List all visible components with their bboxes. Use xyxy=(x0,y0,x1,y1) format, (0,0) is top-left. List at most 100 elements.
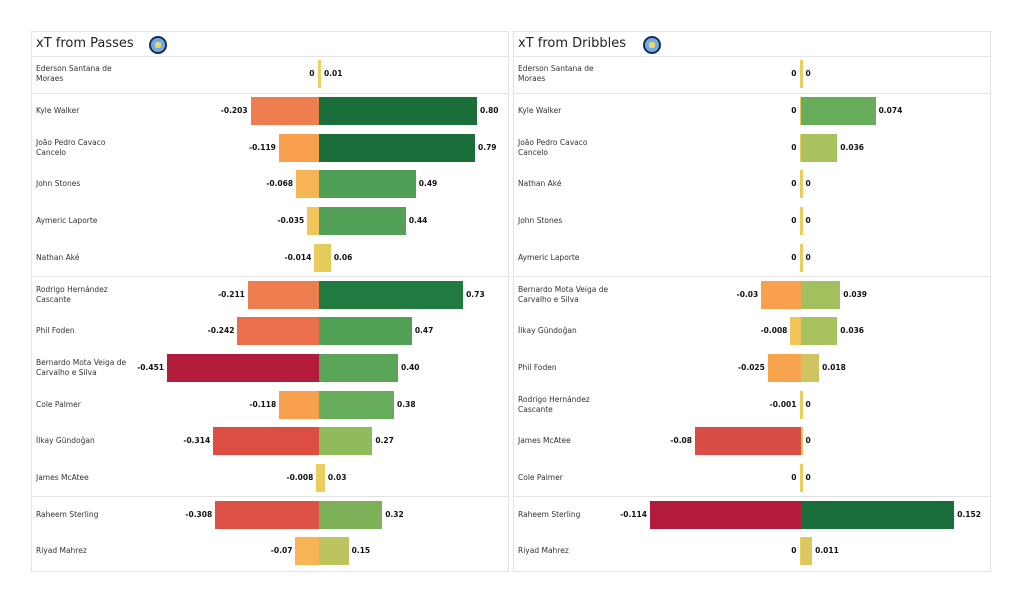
negative-xt-bar xyxy=(278,133,319,162)
negative-value-label: -0.014 xyxy=(284,252,312,262)
positive-xt-bar xyxy=(801,353,820,382)
player-name: Phil Foden xyxy=(518,362,557,372)
negative-value-label: -0.08 xyxy=(670,436,692,446)
positive-xt-bar xyxy=(801,60,803,89)
positive-xt-bar xyxy=(319,243,331,272)
group-divider xyxy=(32,92,508,94)
positive-xt-bar xyxy=(801,243,803,272)
player-name: İlkay Gündoğan xyxy=(36,436,95,446)
player-name: John Stones xyxy=(36,179,81,189)
panel-title: xT from Dribbles xyxy=(518,36,627,51)
positive-value-label: 0.011 xyxy=(815,546,839,556)
group-divider xyxy=(514,496,990,498)
negative-value-label: -0.07 xyxy=(270,546,293,556)
header-divider xyxy=(32,56,508,57)
negative-value-label: 0 xyxy=(791,252,797,262)
positive-value-label: 0.03 xyxy=(327,473,347,483)
player-name: James McAtee xyxy=(36,473,89,483)
negative-value-label: 0 xyxy=(791,473,797,483)
negative-xt-bar xyxy=(799,390,801,419)
positive-xt-bar xyxy=(801,97,876,126)
player-name: Ederson Santana de Moraes xyxy=(36,64,112,84)
negative-xt-bar xyxy=(215,500,319,529)
negative-xt-bar xyxy=(799,537,801,566)
negative-value-label: 0 xyxy=(791,142,797,152)
positive-xt-bar xyxy=(801,170,803,199)
negative-xt-bar xyxy=(799,170,801,199)
negative-xt-bar xyxy=(250,97,319,126)
negative-value-label: -0.025 xyxy=(738,362,765,372)
negative-xt-bar xyxy=(799,207,801,236)
positive-value-label: 0 xyxy=(805,399,811,409)
player-name: Riyad Mahrez xyxy=(518,546,569,556)
player-name: João Pedro Cavaco Cancelo xyxy=(518,137,588,157)
negative-value-label: 0 xyxy=(791,69,797,79)
positive-xt-bar xyxy=(319,500,383,529)
positive-value-label: 0 xyxy=(805,179,811,189)
negative-xt-bar xyxy=(799,464,801,493)
negative-value-label: -0.314 xyxy=(183,436,211,446)
positive-value-label: 0.47 xyxy=(414,326,434,336)
positive-value-label: 0.039 xyxy=(843,289,868,299)
positive-value-label: 0.036 xyxy=(840,142,865,152)
negative-xt-bar xyxy=(279,390,319,419)
player-name: Bernardo Mota Veiga de Carvalho e Silva xyxy=(518,284,609,304)
positive-xt-bar xyxy=(801,427,803,456)
negative-xt-bar xyxy=(317,60,319,89)
negative-value-label: -0.114 xyxy=(620,509,647,519)
header-divider xyxy=(514,56,990,57)
positive-value-label: 0.49 xyxy=(418,179,438,189)
negative-xt-bar xyxy=(695,427,801,456)
positive-value-label: 0.79 xyxy=(478,142,497,152)
positive-value-label: 0.152 xyxy=(957,509,981,519)
negative-xt-bar xyxy=(307,207,319,236)
negative-value-label: -0.118 xyxy=(249,399,277,409)
negative-value-label: -0.035 xyxy=(277,216,305,226)
positive-xt-bar xyxy=(801,537,813,566)
group-divider xyxy=(514,92,990,94)
positive-value-label: 0.32 xyxy=(385,509,404,519)
positive-xt-bar xyxy=(319,170,416,199)
positive-xt-bar xyxy=(801,390,803,419)
negative-value-label: 0 xyxy=(791,546,797,556)
negative-value-label: -0.242 xyxy=(207,326,235,336)
positive-value-label: 0.80 xyxy=(480,106,499,116)
positive-value-label: 0.15 xyxy=(351,546,371,556)
positive-xt-bar xyxy=(801,280,841,309)
negative-value-label: 0 xyxy=(791,106,797,116)
negative-value-label: -0.068 xyxy=(266,179,294,189)
positive-value-label: 0.01 xyxy=(323,69,343,79)
positive-xt-bar xyxy=(319,207,406,236)
positive-value-label: 0 xyxy=(805,436,811,446)
negative-xt-bar xyxy=(799,133,801,162)
negative-value-label: -0.03 xyxy=(736,289,759,299)
positive-value-label: 0 xyxy=(805,252,811,262)
player-name: Nathan Aké xyxy=(518,179,562,189)
player-name: Kyle Walker xyxy=(36,106,80,116)
player-name: João Pedro Cavaco Cancelo xyxy=(36,137,106,157)
group-divider xyxy=(514,276,990,278)
positive-xt-bar xyxy=(319,97,477,126)
negative-xt-bar xyxy=(790,317,801,346)
negative-value-label: -0.008 xyxy=(286,473,314,483)
player-name: John Stones xyxy=(518,216,563,226)
player-name: Rodrigo Hernández Cascante xyxy=(36,284,108,304)
player-name: Aymeric Laporte xyxy=(518,252,580,262)
positive-value-label: 0 xyxy=(805,216,811,226)
negative-xt-bar xyxy=(296,170,319,199)
player-name: İlkay Gündoğan xyxy=(518,326,577,336)
negative-xt-bar xyxy=(295,537,319,566)
player-name: Rodrigo Hernández Cascante xyxy=(518,394,590,414)
positive-xt-bar xyxy=(319,317,412,346)
negative-xt-bar xyxy=(649,500,801,529)
positive-value-label: 0.036 xyxy=(840,326,865,336)
player-name: Nathan Aké xyxy=(36,252,80,262)
negative-xt-bar xyxy=(167,353,319,382)
player-name: Phil Foden xyxy=(36,326,75,336)
player-name: Raheem Sterling xyxy=(518,509,581,519)
negative-value-label: -0.119 xyxy=(249,142,276,152)
positive-xt-bar xyxy=(319,537,349,566)
group-divider xyxy=(32,496,508,498)
positive-xt-bar xyxy=(801,317,838,346)
positive-value-label: 0.018 xyxy=(822,362,846,372)
